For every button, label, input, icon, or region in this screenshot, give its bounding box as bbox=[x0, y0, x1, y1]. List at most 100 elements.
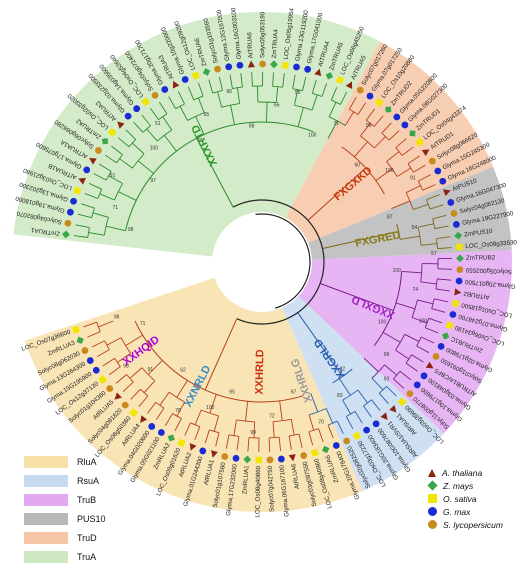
bootstrap-value: 93 bbox=[384, 377, 390, 383]
bootstrap-value: 56 bbox=[295, 90, 301, 96]
circle-marker-icon bbox=[428, 520, 437, 529]
bootstrap-value: 71 bbox=[112, 205, 118, 211]
species-marker bbox=[148, 423, 155, 430]
legend-item-rlua: RluA bbox=[24, 454, 106, 470]
species-marker bbox=[300, 452, 307, 459]
species-marker bbox=[102, 138, 108, 144]
legend-swatch-pus10 bbox=[24, 513, 68, 525]
branch-line bbox=[266, 102, 267, 122]
species-marker bbox=[456, 278, 463, 285]
bootstrap-value: 95 bbox=[204, 112, 210, 118]
species-marker bbox=[214, 66, 221, 73]
bootstrap-value: 70 bbox=[318, 420, 324, 426]
species-marker bbox=[199, 448, 206, 455]
species-marker bbox=[237, 62, 244, 69]
species-marker bbox=[221, 453, 228, 460]
species-marker bbox=[182, 76, 189, 83]
bootstrap-value: 83 bbox=[337, 393, 343, 399]
species-marker bbox=[82, 347, 89, 354]
species-marker bbox=[225, 63, 232, 70]
legend-label: RluA bbox=[77, 457, 97, 467]
branch-line bbox=[438, 269, 452, 270]
species-marker bbox=[304, 66, 311, 73]
bootstrap-value: 98 bbox=[128, 227, 134, 233]
legend-item-trud: TruD bbox=[24, 530, 106, 546]
species-marker bbox=[450, 311, 457, 318]
species-marker bbox=[70, 198, 77, 205]
bootstrap-value: 78 bbox=[175, 408, 181, 414]
triangle-marker-icon bbox=[428, 469, 436, 477]
legend-item-pus10: PUS10 bbox=[24, 511, 106, 527]
bootstrap-value: 91 bbox=[148, 367, 154, 373]
species-marker bbox=[64, 220, 71, 227]
bootstrap-value: 100 bbox=[378, 320, 387, 326]
legend-label: RsuA bbox=[77, 476, 99, 486]
bootstrap-value: 87 bbox=[387, 214, 393, 220]
bootstrap-value: 95 bbox=[229, 390, 235, 396]
species-marker bbox=[357, 87, 364, 94]
bootstrap-value: 72 bbox=[269, 414, 275, 420]
species-marker bbox=[278, 456, 285, 463]
bootstrap-value: 71 bbox=[140, 321, 146, 327]
species-marker bbox=[447, 199, 454, 206]
legend-label: G. max bbox=[443, 507, 470, 517]
species-marker bbox=[106, 385, 113, 392]
bootstrap-value: 57 bbox=[431, 251, 437, 257]
legend-label: TruA bbox=[77, 552, 96, 562]
species-marker bbox=[87, 357, 94, 364]
leaf-label: AtTRUA6 bbox=[246, 31, 254, 58]
species-marker bbox=[453, 221, 460, 228]
leaf-label: ZmTRUB2 bbox=[466, 254, 496, 262]
bootstrap-value: 100 bbox=[308, 133, 317, 139]
species-marker bbox=[233, 455, 240, 462]
leaf-label: LOC_Os08g40860 bbox=[254, 465, 262, 517]
bootstrap-value: 97 bbox=[150, 178, 156, 184]
legend-label: TruD bbox=[77, 533, 97, 543]
legend-swatch-trud bbox=[24, 532, 68, 544]
species-marker bbox=[93, 367, 100, 374]
species-marker bbox=[410, 130, 416, 136]
bootstrap-value: 100 bbox=[206, 405, 215, 411]
bootstrap-value: 51 bbox=[155, 121, 161, 127]
bootstrap-value: 99 bbox=[366, 123, 372, 129]
species-marker bbox=[456, 244, 463, 251]
bootstrap-value: 100 bbox=[385, 168, 394, 174]
species-marker bbox=[421, 372, 428, 379]
bootstrap-value: 99 bbox=[250, 430, 256, 436]
bootstrap-value: 62 bbox=[180, 367, 186, 373]
legend-swatch-rlua bbox=[24, 456, 68, 468]
bootstrap-value: 60 bbox=[354, 162, 360, 168]
species-marker bbox=[161, 86, 168, 93]
clade-legend: RluA RsuA TruB PUS10 TruD TruA bbox=[24, 454, 106, 568]
species-marker bbox=[293, 64, 300, 71]
species-marker bbox=[407, 390, 414, 397]
bootstrap-value: 90 bbox=[226, 89, 232, 95]
legend-label: O. sativa bbox=[443, 494, 477, 504]
species-marker bbox=[125, 113, 132, 120]
species-marker bbox=[429, 158, 436, 165]
legend-swatch-rsua bbox=[24, 475, 68, 487]
species-marker bbox=[255, 457, 262, 464]
clade-motif-label: XXHRLD bbox=[254, 349, 267, 394]
diamond-marker-icon bbox=[427, 480, 437, 490]
legend-label: PUS10 bbox=[77, 514, 106, 524]
legend-swatch-trua bbox=[24, 551, 68, 563]
species-marker bbox=[373, 420, 380, 427]
circle-marker-icon bbox=[428, 507, 437, 516]
species-marker bbox=[433, 353, 440, 360]
species-marker bbox=[333, 442, 340, 449]
legend-item-trua: TruA bbox=[24, 549, 106, 565]
species-marker bbox=[451, 210, 458, 217]
species-marker bbox=[158, 429, 165, 436]
branch-line bbox=[269, 438, 270, 452]
species-marker bbox=[402, 122, 409, 129]
legend-item-thaliana: A. thaliana bbox=[428, 466, 503, 479]
species-marker bbox=[414, 382, 421, 389]
bootstrap-value: 74 bbox=[412, 287, 418, 293]
species-marker bbox=[367, 93, 374, 100]
legend-swatch-trub bbox=[24, 494, 68, 506]
species-marker bbox=[452, 300, 460, 308]
legend-label: Z. mays bbox=[443, 481, 473, 491]
leaf-label: Solyc05g053190 bbox=[259, 11, 266, 58]
species-marker bbox=[438, 343, 445, 350]
